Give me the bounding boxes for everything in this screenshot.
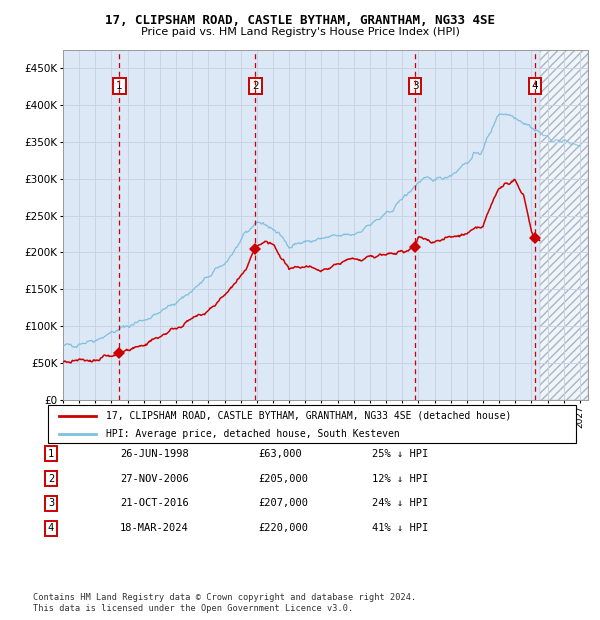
Text: £207,000: £207,000: [258, 498, 308, 508]
Text: 17, CLIPSHAM ROAD, CASTLE BYTHAM, GRANTHAM, NG33 4SE: 17, CLIPSHAM ROAD, CASTLE BYTHAM, GRANTH…: [105, 14, 495, 27]
Text: Contains HM Land Registry data © Crown copyright and database right 2024.
This d: Contains HM Land Registry data © Crown c…: [33, 593, 416, 613]
Text: 1: 1: [48, 449, 54, 459]
Text: 4: 4: [532, 81, 538, 91]
Text: 2: 2: [48, 474, 54, 484]
Text: 3: 3: [48, 498, 54, 508]
Text: 17, CLIPSHAM ROAD, CASTLE BYTHAM, GRANTHAM, NG33 4SE (detached house): 17, CLIPSHAM ROAD, CASTLE BYTHAM, GRANTH…: [106, 410, 511, 420]
Bar: [539, 50, 588, 400]
Text: 4: 4: [48, 523, 54, 533]
Text: 21-OCT-2016: 21-OCT-2016: [120, 498, 189, 508]
Text: Price paid vs. HM Land Registry's House Price Index (HPI): Price paid vs. HM Land Registry's House …: [140, 27, 460, 37]
Text: 27-NOV-2006: 27-NOV-2006: [120, 474, 189, 484]
Bar: [539, 50, 588, 400]
Text: HPI: Average price, detached house, South Kesteven: HPI: Average price, detached house, Sout…: [106, 428, 400, 439]
Text: 3: 3: [412, 81, 419, 91]
Text: 26-JUN-1998: 26-JUN-1998: [120, 449, 189, 459]
Text: 18-MAR-2024: 18-MAR-2024: [120, 523, 189, 533]
Text: £63,000: £63,000: [258, 449, 302, 459]
Text: £205,000: £205,000: [258, 474, 308, 484]
Text: 1: 1: [116, 81, 122, 91]
Text: 12% ↓ HPI: 12% ↓ HPI: [372, 474, 428, 484]
Text: 25% ↓ HPI: 25% ↓ HPI: [372, 449, 428, 459]
FancyBboxPatch shape: [48, 405, 576, 443]
Text: 24% ↓ HPI: 24% ↓ HPI: [372, 498, 428, 508]
Text: £220,000: £220,000: [258, 523, 308, 533]
Text: 2: 2: [252, 81, 259, 91]
Text: 41% ↓ HPI: 41% ↓ HPI: [372, 523, 428, 533]
